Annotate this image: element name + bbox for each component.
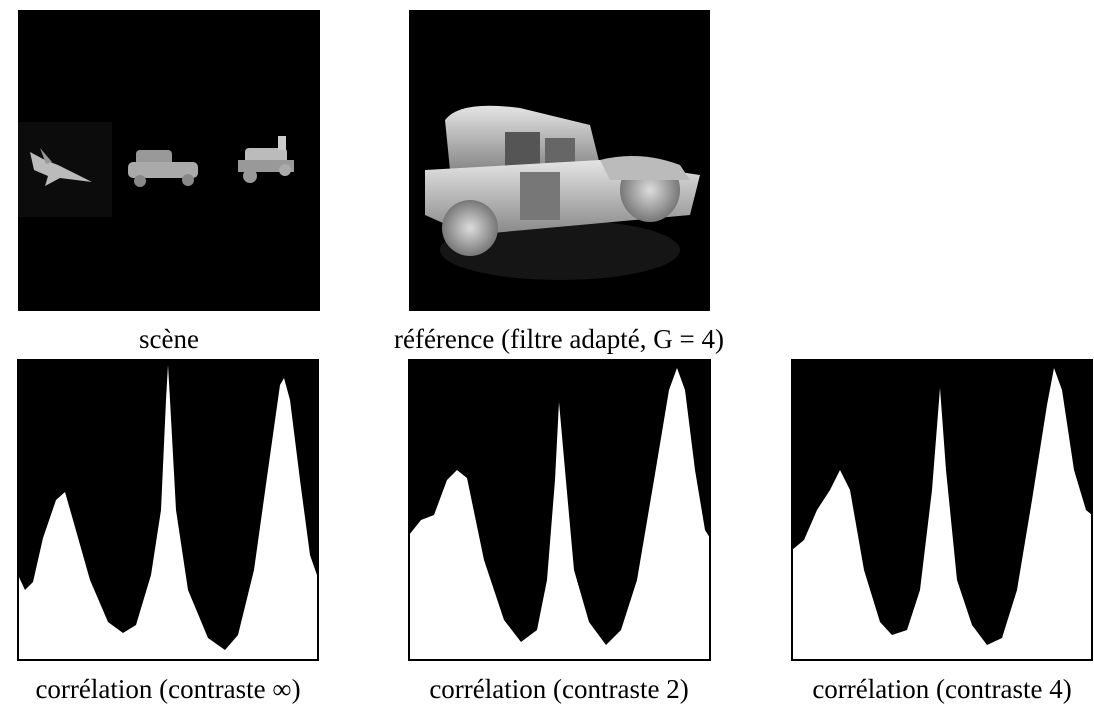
correlation-plot bbox=[17, 359, 319, 661]
caption: référence (filtre adapté, G = 4) bbox=[393, 324, 725, 354]
reference-image bbox=[409, 10, 710, 311]
caption: scène bbox=[139, 324, 199, 354]
correlation-plot bbox=[408, 359, 711, 661]
correlation-plot bbox=[791, 359, 1093, 661]
scene-image bbox=[18, 10, 320, 311]
caption: corrélation (contraste 2) bbox=[429, 674, 689, 704]
caption: corrélation (contraste 4) bbox=[812, 674, 1072, 704]
caption: corrélation (contraste ∞) bbox=[35, 674, 301, 704]
